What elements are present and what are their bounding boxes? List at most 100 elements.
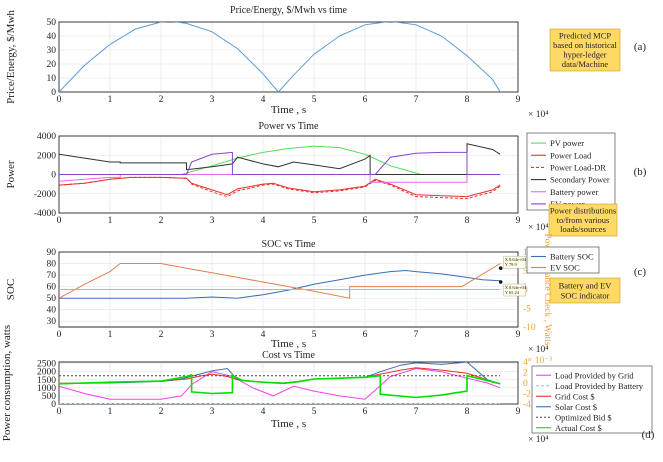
y2-axis-label: Power Balance Check , Watts [542,233,552,346]
series-line-load-provided-by-grid [59,367,501,400]
series-line-pv-power [181,145,422,175]
annotation-text: loads/sources [560,224,606,234]
legend-entry: Optimized Bid $ [555,412,612,422]
y2-tick-label: -4 [523,400,531,410]
y-tick-label: 70 [47,271,57,281]
x-tick-label: 7 [414,407,419,417]
x-tick-label: 8 [465,407,470,417]
x-tick-label: 1 [108,216,113,226]
datatip-box [503,283,526,297]
datatip-text: Y 65.24 [505,290,520,295]
annotation-text: based on historical [553,40,617,50]
datatip-text: X 8.64e+04 [505,285,527,290]
x-tick-label: 2 [159,407,164,417]
x-tick-label: 9 [516,330,521,340]
x-tick-label: 5 [312,95,317,105]
legend-entry: EV SOC [550,263,580,273]
y-tick-label: 0 [51,171,56,181]
annotation-text: hyper-ledger [563,50,606,60]
series-line-balance-check [59,22,501,92]
chart-b: 0 1 2 3 4 5 6 7 8 9 4000 2000 0 -2000 -4000 Power vs Ti… [5,121,647,237]
y2-tick-label: 5 [523,267,528,277]
annotation-text: Predicted MCP [559,31,611,41]
x-tick-label: 4 [261,216,266,226]
legend-box [531,365,653,434]
x-tick-label: 5 [312,330,317,340]
x-tick-label: 4 [261,95,266,105]
datatip-box [503,255,526,269]
x-axis-label: Time , s [271,104,306,116]
x-tick-label: 6 [363,330,368,340]
x-tick-label: 1 [108,330,113,340]
x-exponent-label: × 10⁴ [528,345,549,355]
x-tick-label: 6 [363,95,368,105]
y-axis-label: Price/Energy, $/Mwh [5,10,17,104]
x-tick-label: 7 [414,95,419,105]
series-line-ev-power [59,151,501,175]
y-tick-label: 1000 [37,384,56,394]
y-tick-label: 80 [47,260,57,270]
legend-entry: Power Load-DR [550,162,606,172]
legend-entry: Actual Cost $ [555,423,602,433]
x-tick-label: 0 [57,216,62,226]
y-tick-label: 40 [47,306,57,316]
y-tick-label: 30 [47,46,57,56]
x-tick-label: 5 [312,216,317,226]
x-tick-label: 8 [465,216,470,226]
plot-frame [58,21,519,93]
legend-entry: Solar Cost $ [555,402,597,412]
y-tick-label: -2000 [34,190,56,200]
y-axis-label: Power consumption, watts [1,325,13,441]
legend-box [526,246,600,274]
panel-label: (d) [642,429,655,441]
legend-entry: Battery power [550,187,599,197]
chart-d: 0 1 2 3 4 5 6 7 8 925002000150010005000420-2-4Cos… [1,325,655,445]
datatip-text: Y 79.9 [505,262,518,267]
y2-tick-label: 0 [523,379,528,389]
x-tick-label: 3 [210,216,215,226]
y2-tick-label: -10 [523,323,536,333]
datatip-text: X 8.64e+04 [505,257,527,262]
y-tick-label: 50 [47,294,57,304]
series-line-power-load-dr [59,176,501,200]
panel-label: (c) [634,266,647,278]
y2-tick-label: 4 [523,358,528,368]
chart-title: Price/Energy, $/Mwh vs time [230,5,347,16]
x-tick-label: 2 [159,95,164,105]
x-tick-label: 8 [465,95,470,105]
x-axis-label: Time , s [271,418,306,430]
series-line-actual-cost- [59,373,501,399]
y-tick-label: 0 [51,88,56,98]
y-tick-label: 50 [47,18,57,28]
y2-exponent-label: × 10⁻³ [527,356,552,366]
y-tick-label: 90 [47,248,57,258]
annotation-text: to/from various [557,215,610,225]
y-tick-label: 60 [47,283,57,293]
legend-box [526,132,616,211]
y2-tick-label: 2 [523,369,528,379]
y-tick-label: 0 [51,400,56,410]
y-tick-label: 2000 [37,151,56,161]
annotation-box [549,277,621,304]
y-tick-label: 2000 [37,368,56,378]
x-tick-label: 9 [516,407,521,417]
x-tick-label: 3 [210,95,215,105]
annotation-text: SOC indicator [561,291,610,301]
panel-label: (b) [634,166,647,178]
y-tick-label: 2500 [37,360,56,370]
x-tick-label: 5 [312,407,317,417]
y-tick-label: 1500 [37,376,56,386]
annotation-text: Power distributions [550,205,616,215]
x-tick-label: 9 [516,216,521,226]
annotation-box [549,28,621,72]
annotation-text: data/Machine [562,59,608,69]
x-tick-label: 0 [57,407,62,417]
x-exponent-label: × 10⁴ [528,223,549,233]
y-axis-label: SOC [5,279,17,300]
x-tick-label: 0 [57,330,62,340]
legend-entry: PV power [550,138,584,148]
chart-a: 0 1 2 3 4 5 6 7 8 9 0 10 20 30 40 50 Price/Energy, $/Mwh… [5,5,646,120]
x-tick-label: 6 [363,216,368,226]
legend-entry: Grid Cost $ [555,391,595,401]
